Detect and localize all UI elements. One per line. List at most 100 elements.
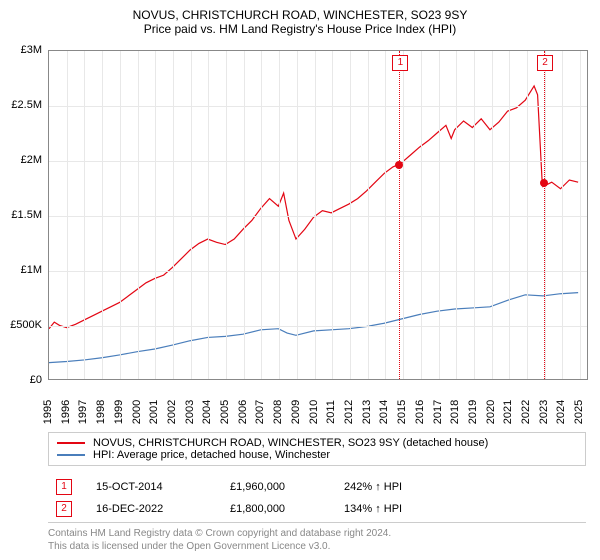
gridline-v <box>315 51 316 379</box>
event-row: 1 15-OCT-2014 £1,960,000 242% ↑ HPI <box>48 476 586 498</box>
title-block: NOVUS, CHRISTCHURCH ROAD, WINCHESTER, SO… <box>0 0 600 36</box>
gridline-v <box>120 51 121 379</box>
series-line <box>49 86 578 329</box>
footer-line-1: Contains HM Land Registry data © Crown c… <box>48 527 586 540</box>
y-tick-label: £2M <box>21 154 42 166</box>
gridline-v <box>456 51 457 379</box>
x-tick-label: 2007 <box>254 400 266 424</box>
event-id-box: 2 <box>56 501 72 517</box>
x-tick-label: 2025 <box>573 400 585 424</box>
x-tick-label: 2018 <box>449 400 461 424</box>
gridline-v <box>102 51 103 379</box>
x-tick-label: 2015 <box>396 400 408 424</box>
legend-swatch <box>57 454 85 456</box>
x-axis: 1995199619971998199920002001200220032004… <box>48 382 588 432</box>
x-tick-label: 2016 <box>414 400 426 424</box>
gridline-v <box>297 51 298 379</box>
y-axis: £0£500K£1M£1.5M£2M£2.5M£3M <box>0 50 44 380</box>
x-tick-label: 2005 <box>219 400 231 424</box>
event-marker-box: 1 <box>392 55 408 71</box>
gridline-v <box>244 51 245 379</box>
x-tick-label: 1998 <box>95 400 107 424</box>
x-tick-label: 2020 <box>485 400 497 424</box>
event-date: 15-OCT-2014 <box>96 481 206 493</box>
x-tick-label: 2008 <box>272 400 284 424</box>
gridline-v <box>138 51 139 379</box>
chart-container: NOVUS, CHRISTCHURCH ROAD, WINCHESTER, SO… <box>0 0 600 560</box>
gridline-v <box>208 51 209 379</box>
gridline-v <box>385 51 386 379</box>
chart-lines <box>49 51 587 379</box>
gridline-h <box>49 326 587 327</box>
x-tick-label: 1997 <box>77 400 89 424</box>
plot-area: 12 <box>48 50 588 380</box>
gridline-v <box>580 51 581 379</box>
y-tick-label: £0 <box>30 374 42 386</box>
x-tick-label: 2004 <box>201 400 213 424</box>
event-pct: 242% ↑ HPI <box>344 481 454 493</box>
event-id-box: 1 <box>56 479 72 495</box>
x-tick-label: 2012 <box>343 400 355 424</box>
gridline-v <box>562 51 563 379</box>
x-tick-label: 2013 <box>361 400 373 424</box>
x-tick-label: 2001 <box>148 400 160 424</box>
events-table: 115-OCT-2014£1,960,000242% ↑ HPI216-DEC-… <box>48 476 586 520</box>
x-tick-label: 2023 <box>538 400 550 424</box>
legend-label: NOVUS, CHRISTCHURCH ROAD, WINCHESTER, SO… <box>93 437 488 449</box>
gridline-v <box>226 51 227 379</box>
gridline-h <box>49 106 587 107</box>
gridline-v <box>492 51 493 379</box>
chart-title: NOVUS, CHRISTCHURCH ROAD, WINCHESTER, SO… <box>0 8 600 22</box>
legend-swatch <box>57 442 85 444</box>
x-tick-label: 2017 <box>432 400 444 424</box>
y-tick-label: £1.5M <box>11 209 42 221</box>
legend: NOVUS, CHRISTCHURCH ROAD, WINCHESTER, SO… <box>48 432 586 466</box>
x-tick-label: 2006 <box>237 400 249 424</box>
x-tick-label: 2003 <box>184 400 196 424</box>
x-tick-label: 1999 <box>113 400 125 424</box>
gridline-v <box>527 51 528 379</box>
legend-item: NOVUS, CHRISTCHURCH ROAD, WINCHESTER, SO… <box>57 437 577 449</box>
event-row: 216-DEC-2022£1,800,000134% ↑ HPI <box>48 498 586 520</box>
gridline-h <box>49 271 587 272</box>
event-dot <box>395 161 403 169</box>
y-tick-label: £2.5M <box>11 99 42 111</box>
y-tick-label: £1M <box>21 264 42 276</box>
x-tick-label: 2011 <box>325 400 337 424</box>
gridline-v <box>279 51 280 379</box>
gridline-v <box>350 51 351 379</box>
x-tick-label: 2014 <box>378 400 390 424</box>
legend-item: HPI: Average price, detached house, Winc… <box>57 449 577 461</box>
y-tick-label: £500K <box>10 319 42 331</box>
y-tick-label: £3M <box>21 44 42 56</box>
x-tick-label: 2002 <box>166 400 178 424</box>
event-price: £1,960,000 <box>230 481 320 493</box>
x-tick-label: 1996 <box>60 400 72 424</box>
x-tick-label: 2021 <box>502 400 514 424</box>
x-tick-label: 2000 <box>131 400 143 424</box>
legend-label: HPI: Average price, detached house, Winc… <box>93 449 330 461</box>
gridline-h <box>49 216 587 217</box>
x-tick-label: 2019 <box>467 400 479 424</box>
series-line <box>49 293 578 363</box>
gridline-h <box>49 161 587 162</box>
footer: Contains HM Land Registry data © Crown c… <box>48 522 586 553</box>
event-vline <box>544 51 545 379</box>
gridline-v <box>332 51 333 379</box>
gridline-v <box>403 51 404 379</box>
event-vline <box>399 51 400 379</box>
gridline-v <box>368 51 369 379</box>
gridline-v <box>67 51 68 379</box>
chart-subtitle: Price paid vs. HM Land Registry's House … <box>0 22 600 36</box>
gridline-v <box>155 51 156 379</box>
gridline-v <box>421 51 422 379</box>
x-tick-label: 2009 <box>290 400 302 424</box>
gridline-v <box>439 51 440 379</box>
event-pct: 134% ↑ HPI <box>344 503 454 515</box>
event-price: £1,800,000 <box>230 503 320 515</box>
gridline-v <box>509 51 510 379</box>
event-marker-box: 2 <box>537 55 553 71</box>
x-tick-label: 2010 <box>308 400 320 424</box>
gridline-v <box>474 51 475 379</box>
gridline-v <box>173 51 174 379</box>
